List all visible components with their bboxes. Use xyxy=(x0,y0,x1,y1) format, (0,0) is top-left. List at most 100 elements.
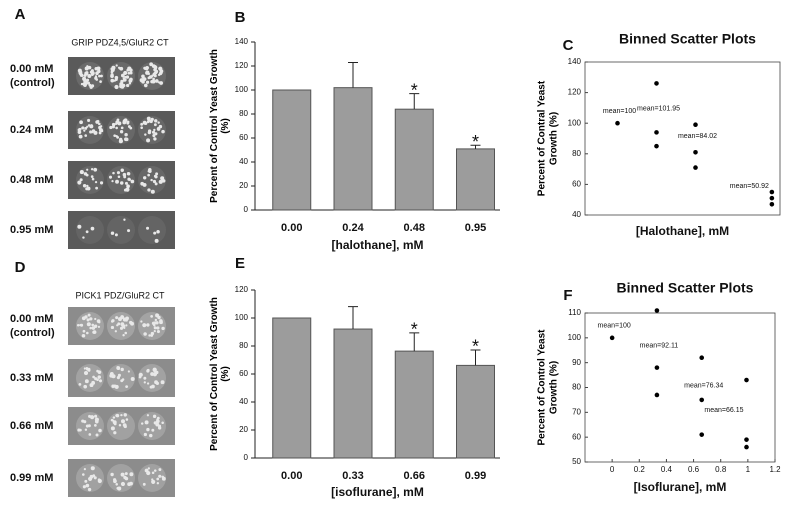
colony-dot xyxy=(86,186,91,191)
plot-frame xyxy=(584,61,781,216)
colony-dot xyxy=(147,467,151,470)
panel-letter: F xyxy=(563,287,572,304)
colony-dot xyxy=(94,414,98,418)
y-axis-label-text: Percent of Control Yeast Growth (%) xyxy=(208,49,232,203)
colony-dot xyxy=(95,71,99,76)
colony-dot xyxy=(140,181,145,186)
colony-dot xyxy=(108,175,113,179)
colony-dot xyxy=(86,78,90,82)
colony-dot xyxy=(88,433,92,436)
colony-dot xyxy=(120,322,125,327)
colony-dot xyxy=(146,427,150,432)
colony-dot xyxy=(82,485,86,489)
scatter-point xyxy=(609,335,615,341)
colony-dot xyxy=(78,134,83,139)
colony-dot xyxy=(90,124,93,127)
colony-dot xyxy=(143,381,146,384)
colony-dot xyxy=(158,468,162,472)
plate-image xyxy=(68,57,175,95)
colony-dot xyxy=(84,126,88,130)
colony-dot xyxy=(158,474,162,478)
colony-dot xyxy=(115,316,119,320)
colony-dot xyxy=(92,375,95,379)
colony-dot xyxy=(96,369,99,373)
colony-dot xyxy=(153,231,157,235)
y-tick-label: 100 xyxy=(568,333,582,342)
colony-dot xyxy=(115,64,118,67)
colony-dot xyxy=(152,414,157,419)
colony-dot xyxy=(87,65,92,70)
colony-dot xyxy=(129,472,134,477)
colony-dot xyxy=(86,322,91,327)
colony-dot xyxy=(84,66,89,71)
colony-dot xyxy=(77,130,82,134)
colony-dot xyxy=(151,428,155,432)
y-tick-label: 70 xyxy=(572,407,581,416)
colony-dot xyxy=(83,129,86,132)
error-bar xyxy=(348,61,358,88)
panel-letter: B xyxy=(235,9,246,26)
colony-dot xyxy=(98,428,102,433)
colony-dot xyxy=(154,119,158,123)
scatter-point xyxy=(769,189,775,195)
colony-dot xyxy=(85,230,89,234)
colony-dot xyxy=(150,372,155,376)
colony-dot xyxy=(155,381,159,385)
colony-dot xyxy=(91,130,94,134)
colony-dot xyxy=(126,68,130,72)
colony-spot xyxy=(138,364,166,392)
colony-dot xyxy=(100,129,104,133)
y-tick-label: 20 xyxy=(239,425,248,434)
colony-dot xyxy=(154,132,158,136)
colony-dot xyxy=(93,167,98,172)
colony-dot xyxy=(161,179,166,183)
colony-dot xyxy=(86,125,89,128)
error-bar xyxy=(409,332,420,352)
colony-dot xyxy=(159,320,163,325)
y-axis-label: Percent of Control Yeast Growth (%) xyxy=(209,297,232,451)
colony-dot xyxy=(95,433,99,437)
colony-dot xyxy=(111,122,116,127)
colony-dot xyxy=(151,478,154,481)
colony-dot xyxy=(146,414,150,417)
colony-dot xyxy=(115,134,118,138)
x-tick-label: 0.2 xyxy=(634,465,646,474)
colony-dot xyxy=(123,413,127,417)
colony-dot xyxy=(144,133,147,136)
colony-dot xyxy=(84,71,89,76)
scatter-point xyxy=(654,392,660,398)
colony-dot xyxy=(83,370,89,376)
colony-dot xyxy=(86,318,90,322)
colony-dot xyxy=(126,83,130,88)
scatter-point xyxy=(615,120,620,126)
colony-dot xyxy=(156,127,161,131)
colony-dot xyxy=(126,184,130,189)
colony-dot xyxy=(127,370,130,373)
colony-dot xyxy=(153,324,156,327)
colony-dot xyxy=(86,184,89,188)
colony-dot xyxy=(149,385,153,389)
row-label: 0.99 mM xyxy=(10,472,53,484)
mean-annotation: mean=101.95 xyxy=(637,105,680,112)
plate-image xyxy=(68,359,175,397)
y-tick-label: 40 xyxy=(572,210,581,219)
row-label: 0.33 mM xyxy=(10,372,53,384)
colony-dot xyxy=(110,472,114,477)
colony-dot xyxy=(143,176,147,180)
colony-dot xyxy=(146,471,151,476)
colony-dot xyxy=(153,137,157,141)
colony-dot xyxy=(86,168,89,171)
colony-dot xyxy=(123,218,126,221)
colony-dot xyxy=(148,75,153,79)
colony-dot xyxy=(114,84,119,90)
colony-dot xyxy=(120,73,125,78)
colony-dot xyxy=(83,468,86,471)
colony-dot xyxy=(97,320,101,324)
colony-dot xyxy=(98,131,102,135)
y-tick-label: 140 xyxy=(235,37,249,46)
colony-dot xyxy=(117,322,121,326)
colony-dot xyxy=(124,137,129,142)
bar xyxy=(394,350,434,459)
colony-dot xyxy=(127,482,132,487)
colony-dot xyxy=(149,433,153,438)
